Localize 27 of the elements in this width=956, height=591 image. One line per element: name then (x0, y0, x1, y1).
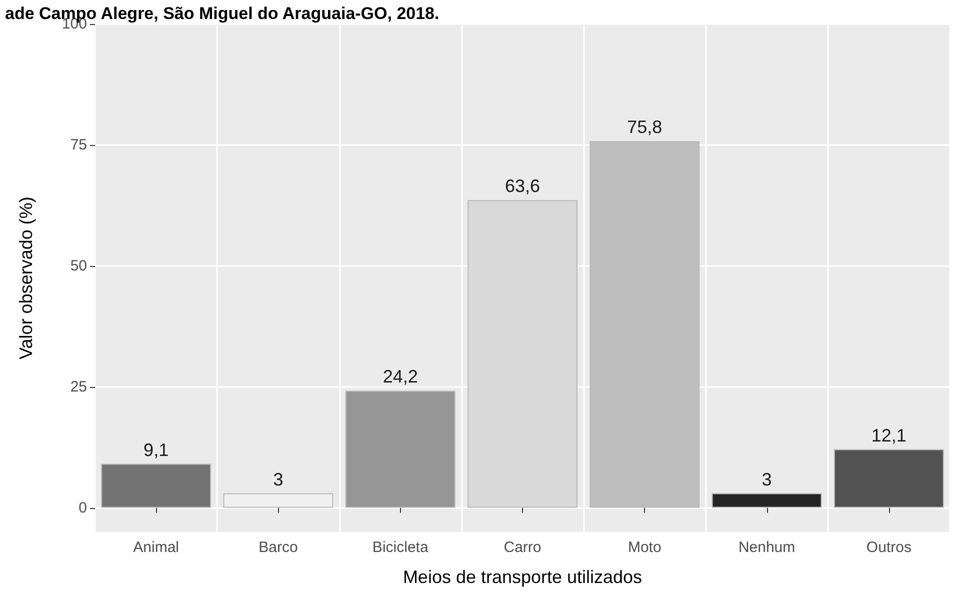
data-label: 12,1 (871, 425, 906, 446)
x-tick-label: Moto (628, 539, 662, 556)
bar (712, 493, 822, 508)
x-tick-label: Outros (866, 539, 912, 556)
x-tick-label: Nenhum (738, 539, 796, 556)
data-label: 3 (273, 469, 284, 490)
y-tick-label: 75 (70, 136, 87, 154)
y-tick-label: 50 (70, 257, 87, 274)
data-label: 9,1 (144, 440, 169, 460)
x-tick-label: Bicicleta (372, 539, 429, 556)
x-tick-label: Animal (133, 539, 179, 556)
data-label: 75,8 (627, 117, 662, 138)
bar (468, 200, 578, 508)
data-label: 3 (762, 469, 772, 490)
y-axis-title: Valor observado (%) (16, 196, 36, 360)
x-axis-title: Meios de transporte utilizados (402, 567, 642, 587)
x-tick-label: Barco (258, 539, 298, 556)
data-label: 63,6 (504, 176, 540, 196)
bar (345, 390, 456, 508)
y-tick-label: 25 (70, 378, 87, 396)
bar (590, 141, 700, 508)
bar (223, 493, 334, 508)
data-label: 24,2 (382, 366, 418, 387)
y-tick-label: 0 (78, 499, 87, 516)
bar (101, 464, 212, 508)
x-tick-label: Carro (504, 539, 542, 556)
bar (834, 449, 944, 508)
